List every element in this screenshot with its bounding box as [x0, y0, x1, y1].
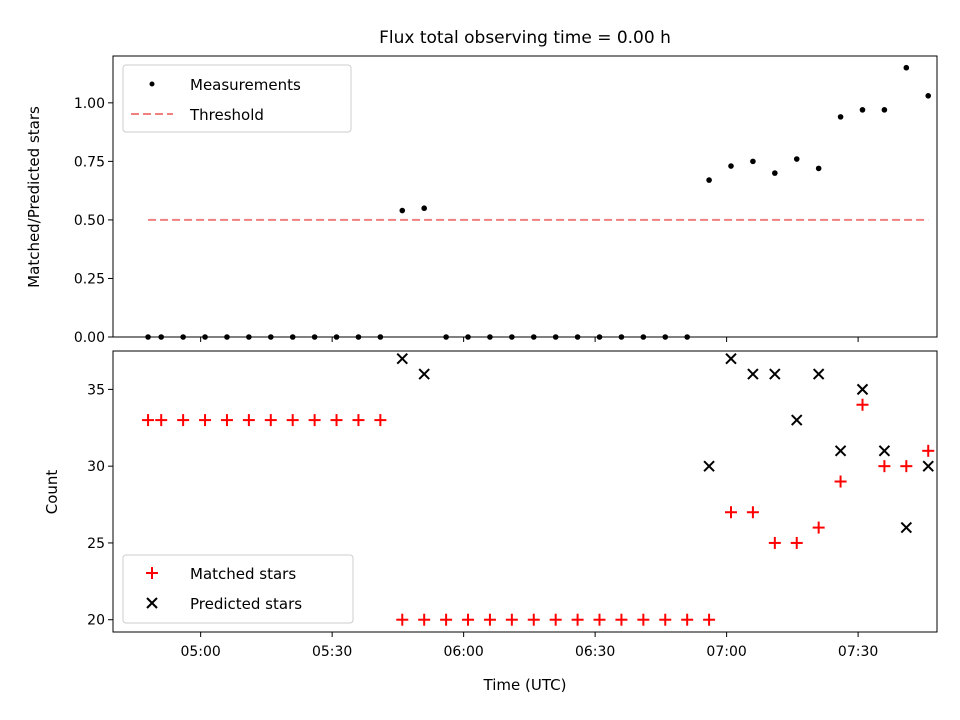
y-tick-label: 0.00 [74, 330, 105, 346]
predicted-star-point [856, 383, 869, 396]
matched-star-point [637, 613, 650, 626]
predicted-star-point [878, 445, 891, 457]
ratio-legend: Measurements Threshold [122, 64, 352, 133]
matched-star-point [571, 613, 584, 626]
matched-star-point [142, 414, 155, 427]
y-tick-label: 1.00 [74, 96, 105, 112]
y-tick-label: 0.50 [74, 213, 105, 229]
matched-star-point [330, 414, 343, 427]
legend-matched-label: Matched stars [190, 565, 296, 583]
matched-star-point [856, 398, 869, 411]
x-tick-label: 06:30 [575, 644, 615, 660]
measurement-point [815, 165, 822, 172]
predicted-star-point [900, 521, 913, 534]
matched-star-point [286, 414, 299, 427]
matched-star-point [549, 613, 562, 626]
matched-star-point [681, 613, 694, 626]
count-y-axis-label: Count [43, 470, 61, 515]
matched-star-point [725, 506, 737, 519]
matched-star-point [199, 414, 212, 427]
measurement-point [706, 177, 712, 183]
count-marks [142, 352, 935, 626]
matched-star-point [746, 506, 759, 519]
legend-matched-marker [146, 567, 158, 579]
x-tick-label: 05:30 [312, 644, 352, 660]
x-axis-label: Time (UTC) [483, 676, 567, 694]
x-tick-label: 05:00 [180, 644, 220, 660]
legend-predicted-label: Predicted stars [190, 595, 302, 613]
matched-star-point [812, 521, 825, 534]
matched-star-point [659, 613, 672, 626]
matched-star-point [790, 536, 803, 549]
matched-star-point [768, 536, 781, 549]
matched-star-point [593, 613, 606, 626]
x-tick-label: 07:30 [838, 644, 878, 660]
matched-star-point [483, 613, 496, 626]
matched-star-point [242, 414, 255, 427]
matched-star-point [900, 460, 913, 473]
predicted-star-point [747, 368, 759, 380]
matched-star-point [352, 414, 365, 427]
x-tick-label: 07:00 [706, 644, 746, 660]
predicted-star-point [812, 368, 825, 380]
measurement-point [728, 163, 734, 169]
matched-star-point [703, 613, 716, 626]
predicted-star-point [396, 352, 408, 365]
measurement-point [421, 205, 427, 212]
y-tick-label: 20 [87, 613, 105, 629]
matched-star-point [878, 460, 891, 473]
count-axes-frame [112, 350, 938, 633]
matched-star-point [396, 613, 409, 626]
chart-title: Flux total observing time = 0.00 h [379, 28, 671, 48]
matched-star-point [462, 613, 475, 626]
measurement-point [925, 93, 932, 99]
y-tick-label: 0.25 [74, 271, 105, 287]
matched-star-point [264, 414, 277, 427]
matched-star-point [922, 444, 935, 457]
measurement-point [793, 156, 800, 162]
ratio-panel: 0.00 0.25 0.50 0.75 1.00 Matched/Predicted s… [25, 55, 938, 346]
legend-measurements-label: Measurements [190, 76, 301, 94]
predicted-star-point [769, 368, 781, 380]
measurement-point [837, 114, 844, 120]
matched-star-point [834, 475, 847, 488]
matched-star-point [374, 414, 387, 427]
matched-star-point [505, 613, 518, 626]
predicted-star-point [834, 445, 847, 457]
matched-star-point [177, 414, 190, 427]
matched-star-point [615, 613, 628, 626]
measurement-point [399, 207, 406, 214]
predicted-star-point [791, 414, 803, 426]
matched-star-point [220, 414, 233, 427]
matched-star-point [308, 414, 321, 427]
measurement-point [772, 170, 778, 176]
predicted-star-point [703, 460, 715, 472]
y-tick-label: 0.75 [74, 154, 105, 170]
matched-star-point [527, 613, 540, 626]
measurement-point [903, 64, 910, 71]
count-legend: Matched stars Predicted stars [122, 554, 354, 624]
ratio-axes-frame [112, 55, 938, 338]
measurement-point [881, 107, 888, 113]
measurement-point [859, 107, 866, 113]
legend-threshold-label: Threshold [189, 106, 264, 124]
count-panel: 20 25 30 35 05:00 05:30 06:00 06:30 07:00 07:30 C… [43, 350, 938, 694]
y-tick-label: 35 [87, 382, 105, 398]
matched-star-point [440, 613, 453, 626]
matched-star-point [418, 613, 431, 626]
predicted-star-point [725, 352, 737, 365]
y-tick-label: 30 [87, 459, 105, 475]
measurement-point [750, 158, 756, 165]
legend-predicted-marker [146, 597, 158, 609]
predicted-star-point [922, 460, 934, 472]
x-tick-label: 06:00 [443, 644, 483, 660]
matched-star-point [155, 414, 168, 427]
y-tick-label: 25 [87, 536, 105, 552]
predicted-star-point [418, 368, 430, 380]
ratio-y-axis-label: Matched/Predicted stars [25, 106, 43, 288]
legend-measurements-marker [149, 81, 155, 87]
